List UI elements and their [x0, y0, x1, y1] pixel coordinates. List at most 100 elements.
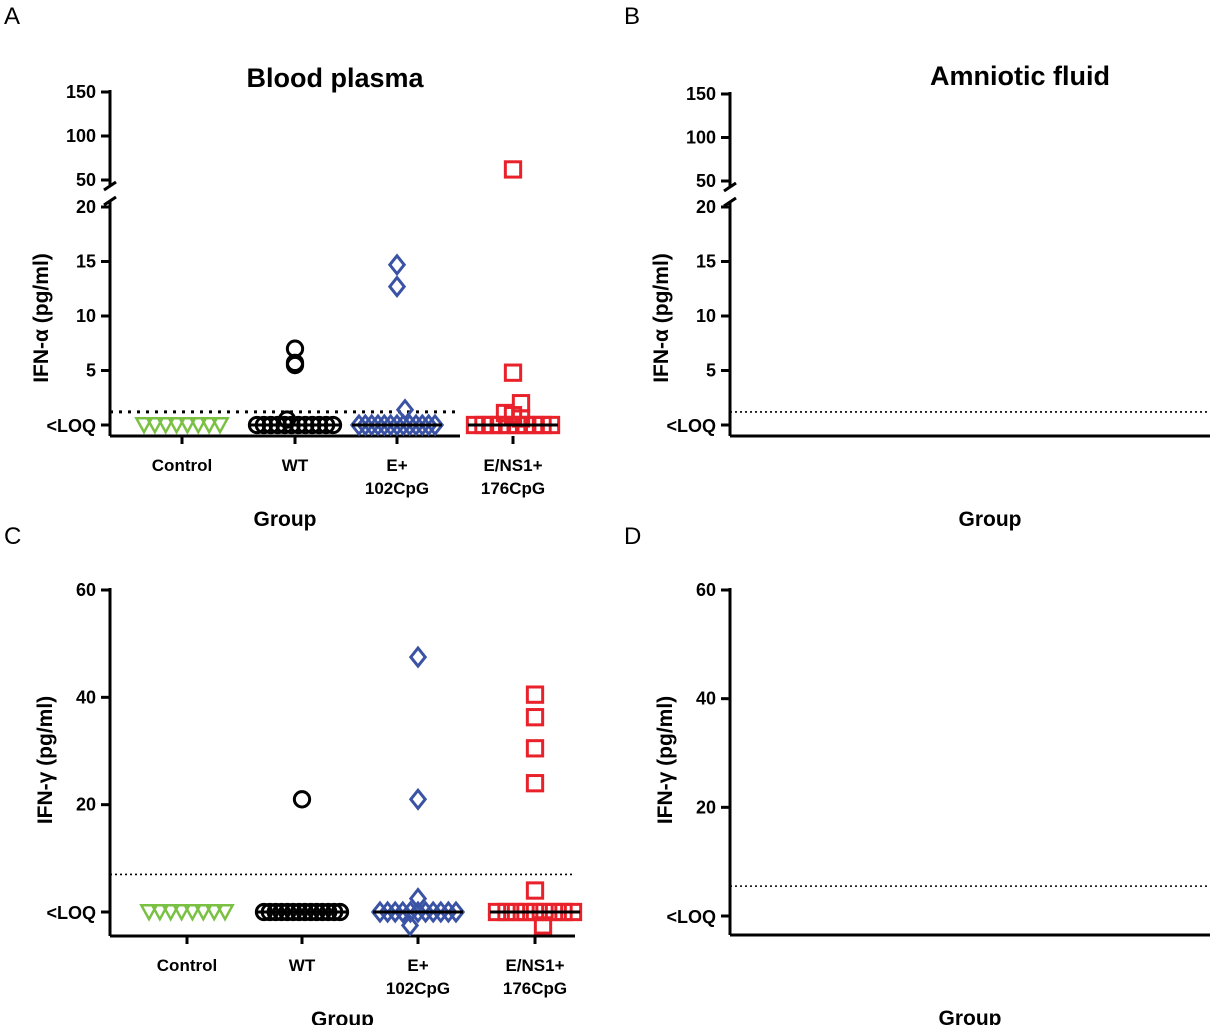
y-tick-label: 15	[696, 252, 716, 272]
data-point	[210, 417, 230, 435]
x-axis-label: Group	[254, 508, 317, 531]
data-point	[134, 417, 154, 435]
y-axis-label: IFN-γ (pg/ml)	[34, 696, 57, 824]
y-tick-label: 100	[686, 128, 716, 148]
data-point	[525, 708, 545, 727]
series-0	[139, 904, 235, 922]
data-point	[446, 900, 466, 924]
data-point	[155, 417, 176, 435]
y-tick-label: 20	[696, 197, 716, 217]
data-point	[292, 790, 312, 809]
series-3	[487, 685, 583, 935]
data-point	[525, 739, 545, 758]
data-point	[204, 904, 224, 922]
x-tick-label: 102CpG	[386, 979, 450, 998]
data-point	[525, 881, 545, 900]
panel-letter: A	[4, 3, 20, 30]
y-tick-label: 10	[76, 306, 96, 326]
data-point	[171, 904, 192, 922]
data-point	[387, 253, 407, 277]
data-point	[401, 900, 420, 924]
data-point	[439, 900, 458, 924]
data-point	[349, 413, 369, 437]
data-point	[503, 160, 523, 179]
x-tick-label: E+	[407, 956, 428, 975]
series-1	[247, 339, 343, 435]
data-point	[177, 417, 198, 435]
data-point	[408, 787, 428, 811]
data-point	[424, 900, 443, 924]
data-point	[408, 645, 428, 669]
data-point	[393, 900, 412, 924]
y-tick-label: 150	[66, 82, 96, 102]
y-tick-label: 150	[686, 84, 716, 104]
series-1	[254, 790, 350, 922]
y-tick-label: 40	[76, 687, 96, 707]
panel-a: A Blood plasma 5 10 15 20 50 100 150 <LOQ IFN-α (p…	[4, 3, 561, 531]
x-tick-label: E/NS1+	[505, 956, 564, 975]
data-point	[503, 363, 523, 382]
x-tick-label: WT	[289, 956, 316, 975]
x-axis-label: Group	[311, 1008, 374, 1025]
data-point	[285, 355, 305, 375]
x-tick-label: E/NS1+	[483, 456, 542, 475]
data-point	[431, 900, 450, 924]
axis-break-mark	[723, 196, 737, 208]
data-point	[394, 413, 413, 437]
series-3	[465, 160, 561, 435]
data-point	[182, 904, 203, 922]
data-point	[387, 275, 407, 298]
data-point	[188, 417, 209, 435]
loq-label: <LOQ	[46, 903, 96, 923]
loq-label: <LOQ	[666, 416, 716, 436]
x-axis-label: Group	[939, 1007, 1002, 1025]
chart-title: Blood plasma	[246, 63, 424, 93]
panel-c: C 20 40 60 <LOQ IFN-γ (pg/ml) Control WT E+ 102Cp…	[4, 523, 583, 1025]
data-point	[406, 413, 426, 437]
y-tick-label: 40	[696, 689, 716, 709]
y-axis-label: IFN-α (pg/ml)	[30, 253, 53, 383]
data-point	[386, 900, 405, 924]
y-tick-label: 60	[76, 580, 96, 600]
x-tick-label: E+	[386, 456, 407, 475]
panel-letter: C	[4, 523, 21, 550]
panel-letter: D	[624, 523, 641, 550]
data-point	[419, 413, 438, 437]
y-tick-label: 5	[86, 361, 96, 381]
y-tick-label: 15	[76, 252, 96, 272]
data-point	[199, 417, 219, 435]
x-tick-label: 176CpG	[481, 479, 545, 498]
data-point	[525, 774, 545, 793]
data-point	[145, 417, 165, 435]
data-point	[525, 685, 545, 704]
loq-label: <LOQ	[46, 416, 96, 436]
data-point	[160, 904, 181, 922]
panel-b: B Amniotic fluid 5 10 15 20 50 100 150 <LOQ IFN-α …	[624, 3, 1210, 531]
series-2	[349, 253, 445, 437]
data-point	[408, 900, 428, 924]
series-0	[134, 417, 230, 435]
series-2	[370, 645, 466, 937]
y-axis-label: IFN-γ (pg/ml)	[654, 696, 677, 824]
data-point	[375, 413, 394, 437]
data-point	[381, 413, 400, 437]
y-tick-label: 10	[696, 306, 716, 326]
data-point	[150, 904, 170, 922]
chart-title: Amniotic fluid	[930, 61, 1110, 91]
y-tick-label: 20	[696, 797, 716, 817]
data-point	[166, 417, 187, 435]
data-point	[356, 413, 375, 437]
x-tick-label: Control	[152, 456, 212, 475]
y-tick-label: 100	[66, 126, 96, 146]
y-tick-label: 5	[706, 361, 716, 381]
x-tick-label: 102CpG	[365, 479, 429, 498]
axis-break-mark	[103, 195, 117, 207]
x-tick-label: 176CpG	[503, 979, 567, 998]
data-point	[408, 887, 428, 910]
y-axis-label: IFN-α (pg/ml)	[650, 253, 673, 383]
data-point	[400, 914, 420, 937]
y-tick-label: 60	[696, 580, 716, 600]
x-tick-label: WT	[282, 456, 309, 475]
